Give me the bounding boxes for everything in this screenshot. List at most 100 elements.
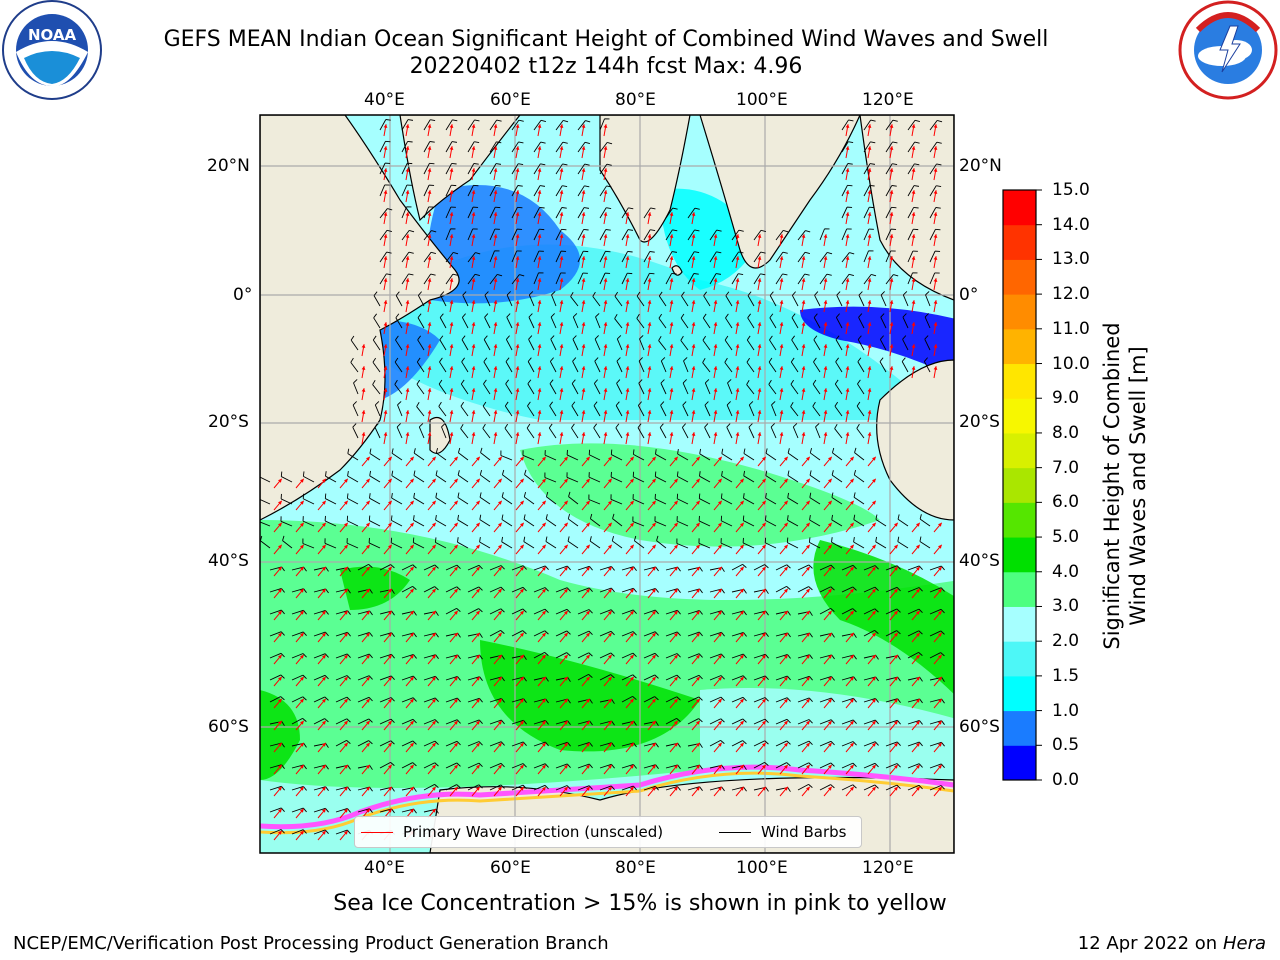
wind-barb-flag [764,515,767,521]
wave-arrow-head [471,212,476,216]
wave-arrow-head [387,500,392,505]
wind-barb [391,542,403,549]
wave-arrow-head [783,610,788,615]
wave-arrow-head [431,632,436,637]
wind-barb-flag [474,119,480,122]
wind-barb-flag [413,808,417,814]
wave-arrow-head [427,300,432,304]
wave-arrow-head [475,610,480,615]
wave-arrow-head [937,742,942,747]
wave-arrow-head [497,588,502,593]
wind-barb-flag [456,586,461,591]
wind-barb-flag [677,743,681,748]
wind-barb [313,588,326,593]
wind-barb [841,719,854,725]
wind-barb [528,339,535,351]
wind-barb-flag [720,653,725,658]
wind-barb [445,719,458,725]
wind-barb [445,119,453,131]
wind-barb [724,339,733,351]
wave-arrow-head [365,500,370,505]
wind-barb-flag [479,698,483,703]
svg-text:NOAA: NOAA [28,26,77,44]
wave-arrow-head [761,676,766,681]
wind-barb [769,295,777,307]
wind-barb-flag [768,357,773,363]
wind-barb [436,452,447,461]
wind-barb [907,630,919,637]
wave-arrow-head [893,522,898,527]
wind-barb-flag [792,291,796,296]
colorbar-bin [1003,537,1036,573]
wind-barb [621,674,633,681]
wind-barb-flag [897,514,900,520]
wind-barb-flag [698,718,703,723]
wave-arrow-head [629,698,634,703]
wind-barb-flag [522,763,527,768]
wave-arrow-head [427,410,432,414]
wave-arrow-head [937,566,942,571]
wind-barb-flag [346,740,351,744]
wind-barb-flag [544,587,549,592]
wind-barb-flag [791,313,796,318]
wave-arrow-head [387,786,392,791]
land-east-asia [859,115,954,301]
wind-barb-flag [610,449,613,455]
wind-barb-flag [391,492,393,499]
wind-barb-flag [391,470,394,476]
wind-barb-flag [500,586,505,591]
wind-barb [313,807,326,813]
wind-barb [615,427,623,439]
wind-barb-flag [918,763,923,768]
wind-barb-flag [523,491,527,498]
wind-barb-flag [385,119,391,121]
wind-barb [721,497,733,505]
wave-arrow-head [519,786,524,791]
wind-barb [592,296,601,307]
wind-barb-flag [585,120,591,123]
wind-barb [765,542,777,549]
wind-barb [395,317,403,329]
wind-barb-flag [347,567,351,572]
wave-arrow-head [673,786,678,791]
wind-barb [555,587,568,593]
wind-barb-flag [632,696,637,700]
wind-barb [682,405,689,417]
wind-barb-flag [658,313,663,319]
wind-barb-flag [324,718,329,723]
wind-barb [291,717,303,725]
wind-barb [313,674,326,681]
wind-barb-flag [830,608,835,612]
wind-barb [479,496,491,505]
wind-barb-flag [918,652,923,656]
wind-barb-flag [848,273,855,277]
wind-barb-flag [672,229,678,232]
wave-arrow-head [519,632,524,637]
wind-barb [658,295,667,307]
wave-arrow-head [277,522,282,527]
wave-arrow-head [695,632,700,637]
wave-arrow-head [933,322,938,326]
wave-arrow-head [515,432,520,436]
wind-barb-flag [874,741,879,746]
wind-barb-flag [743,589,747,594]
wind-barb-flag [847,184,853,187]
wind-barb [885,608,898,615]
wave-arrow-head [735,300,740,304]
wind-barb-flag [896,630,901,635]
wind-barb [545,541,557,549]
wave-arrow-head [933,190,938,194]
wave-arrow-head [779,234,784,238]
wind-barb [489,207,496,219]
wind-barb-flag [660,379,665,384]
wave-arrow-head [519,720,524,725]
wind-barb-flag [517,185,523,187]
wind-barb-flag [748,401,754,406]
wind-barb [819,697,832,703]
wave-arrow-head [387,742,392,747]
wind-barb [863,741,876,747]
wave-arrow-head [739,456,744,461]
wind-barb [457,474,469,483]
wind-barb [391,475,403,483]
wind-barb-flag [589,513,593,519]
